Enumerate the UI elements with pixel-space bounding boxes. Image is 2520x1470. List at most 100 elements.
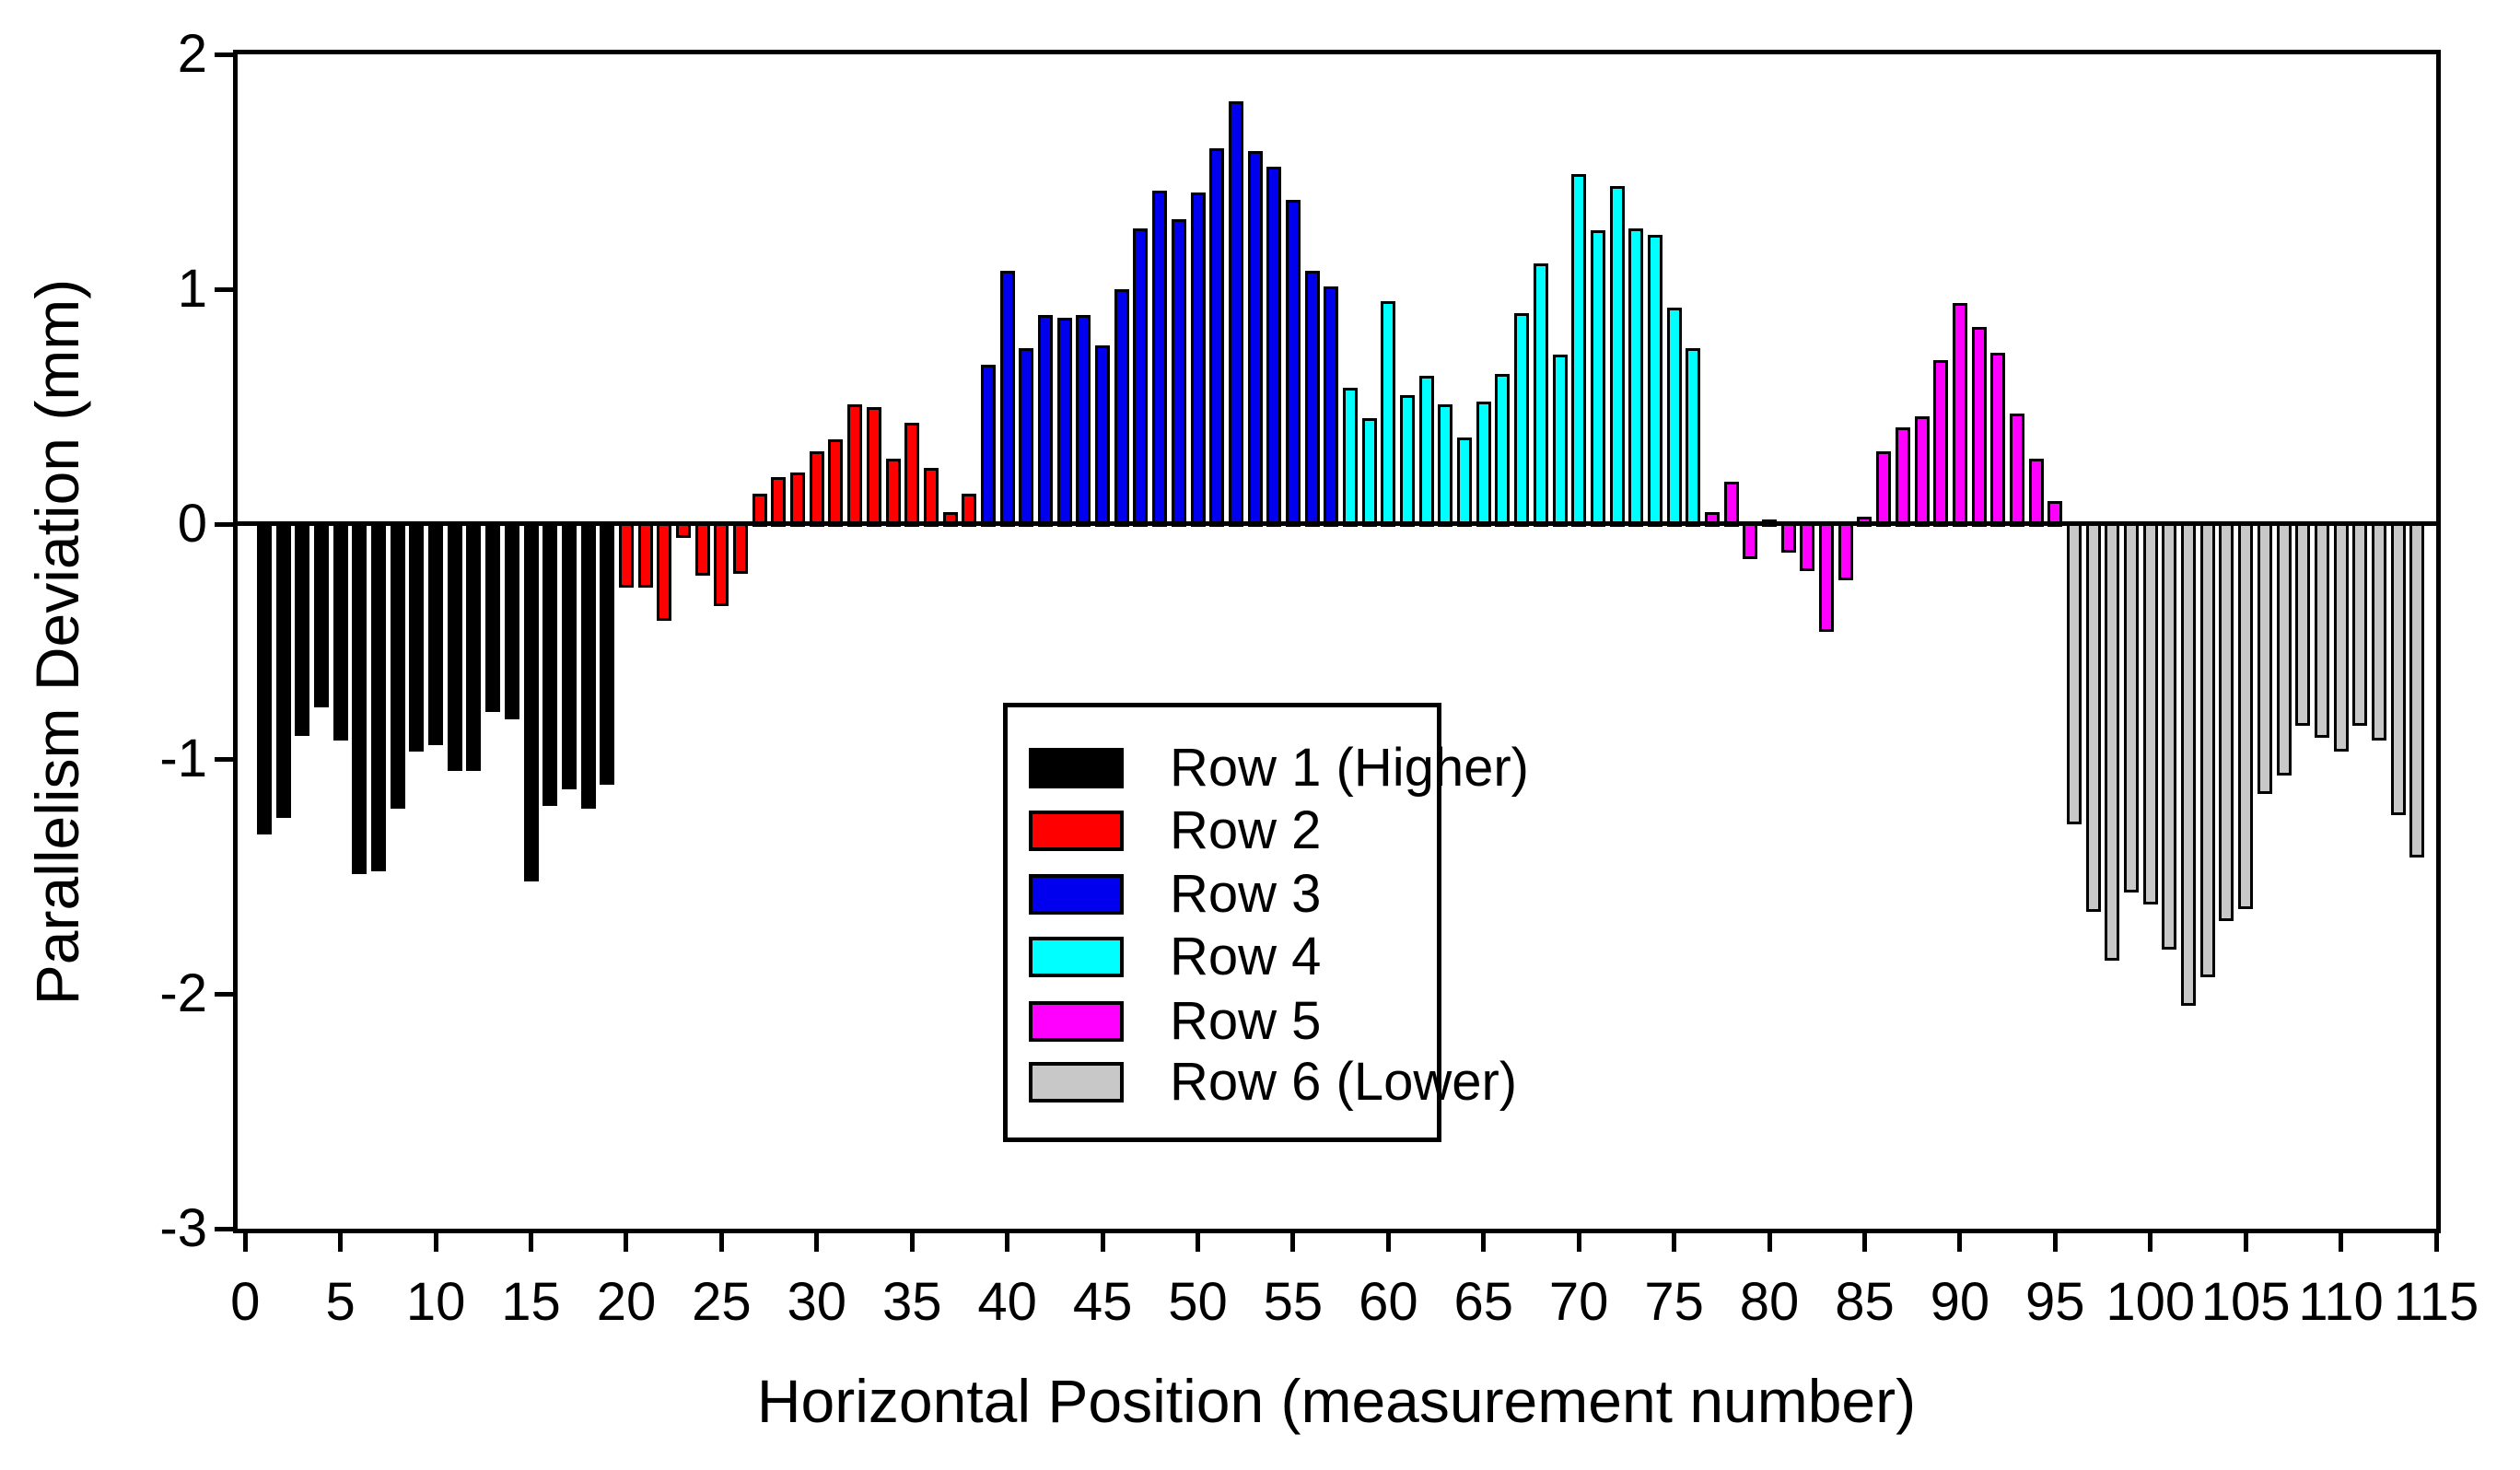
bar-row2-pos22 [657, 521, 672, 621]
x-tick-label-50: 50 [1168, 1272, 1228, 1332]
bar-row1-pos13 [485, 521, 501, 712]
legend-swatch-row3 [1029, 874, 1124, 915]
legend-entry-row5: Row 5 [1029, 995, 1321, 1048]
bar-row2-pos20 [618, 521, 634, 588]
x-tick-5 [338, 1233, 344, 1252]
bar-row1-pos17 [561, 521, 577, 790]
x-tick-55 [1290, 1233, 1296, 1252]
x-tick-label-105: 105 [2200, 1272, 2291, 1332]
bar-row4-pos74 [1647, 235, 1662, 527]
bar-row6-pos99 [2124, 521, 2140, 893]
bar-row5-pos88 [1914, 415, 1930, 527]
bar-row4-pos71 [1590, 230, 1605, 527]
bar-row6-pos105 [2238, 521, 2254, 910]
plot-area [238, 54, 2436, 1229]
x-tick-label-0: 0 [230, 1272, 261, 1332]
x-tick-30 [814, 1233, 820, 1252]
x-tick-label-85: 85 [1835, 1272, 1895, 1332]
bar-row3-pos40 [999, 270, 1015, 527]
y-tick--1 [215, 756, 233, 762]
bar-row4-pos66 [1495, 373, 1511, 527]
bar-row3-pos56 [1304, 270, 1320, 527]
bar-row2-pos34 [885, 458, 901, 527]
bar-row5-pos79 [1743, 521, 1758, 560]
legend-entry-row3: Row 3 [1029, 868, 1321, 921]
bar-row1-pos11 [447, 521, 462, 771]
x-tick-70 [1576, 1233, 1581, 1252]
y-tick-label--1: -1 [159, 729, 207, 788]
bar-row5-pos84 [1838, 521, 1853, 581]
bar-row1-pos18 [580, 521, 596, 809]
x-tick-75 [1672, 1233, 1677, 1252]
bar-row4-pos58 [1342, 388, 1358, 527]
bar-row5-pos94 [2028, 458, 2044, 527]
bar-row3-pos41 [1019, 347, 1034, 527]
bar-row4-pos73 [1628, 228, 1644, 527]
y-tick-label--2: -2 [159, 963, 207, 1023]
x-tick-0 [242, 1233, 248, 1252]
bar-row1-pos19 [600, 521, 615, 786]
bar-row5-pos90 [1952, 303, 1967, 527]
legend-swatch-row6 [1029, 1062, 1124, 1102]
bar-row4-pos64 [1457, 437, 1473, 527]
bar-row6-pos102 [2181, 521, 2197, 1006]
x-tick-label-5: 5 [325, 1272, 356, 1332]
bar-row2-pos35 [904, 423, 920, 527]
bar-row5-pos78 [1723, 482, 1739, 527]
bar-row6-pos110 [2333, 521, 2349, 752]
bar-row1-pos15 [523, 521, 539, 881]
bar-row5-pos89 [1933, 359, 1949, 527]
bar-row4-pos61 [1400, 394, 1416, 527]
x-tick-15 [529, 1233, 534, 1252]
bar-row5-pos82 [1800, 521, 1815, 571]
y-tick--2 [215, 991, 233, 997]
bar-row2-pos32 [847, 403, 863, 527]
zero-baseline [238, 521, 2436, 526]
bar-row3-pos49 [1171, 218, 1186, 527]
bar-row3-pos48 [1152, 190, 1168, 527]
x-tick-label-65: 65 [1453, 1272, 1514, 1332]
bar-row3-pos54 [1266, 167, 1282, 527]
legend-swatch-row1 [1029, 748, 1124, 788]
x-tick-90 [1957, 1233, 1963, 1252]
bar-row3-pos44 [1076, 315, 1091, 527]
bar-row1-pos2 [275, 521, 291, 818]
x-tick-label-95: 95 [2025, 1272, 2085, 1332]
bar-row6-pos96 [2066, 521, 2082, 825]
bar-row3-pos57 [1324, 286, 1339, 527]
bar-row6-pos104 [2219, 521, 2234, 921]
bar-row6-pos109 [2314, 521, 2329, 739]
legend-label-row5: Row 5 [1170, 991, 1322, 1051]
bar-row4-pos69 [1552, 355, 1568, 527]
bar-row3-pos47 [1133, 228, 1149, 527]
x-tick-label-20: 20 [596, 1272, 657, 1332]
y-tick-0 [215, 521, 233, 527]
x-tick-label-60: 60 [1359, 1272, 1418, 1332]
x-tick-45 [1100, 1233, 1105, 1252]
x-tick-label-115: 115 [2393, 1272, 2479, 1332]
x-tick-50 [1196, 1233, 1200, 1252]
x-tick-label-80: 80 [1739, 1272, 1800, 1332]
bar-row5-pos83 [1819, 521, 1835, 633]
bar-row3-pos45 [1095, 345, 1111, 527]
legend-entry-row1: Row 1 (Higher) [1029, 741, 1529, 795]
bar-row4-pos63 [1438, 403, 1453, 527]
x-tick-label-70: 70 [1548, 1272, 1609, 1332]
bar-row2-pos21 [637, 521, 653, 588]
bar-row4-pos68 [1533, 262, 1548, 527]
bar-row6-pos112 [2371, 521, 2386, 741]
legend-label-row4: Row 4 [1170, 927, 1322, 986]
bar-row6-pos98 [2105, 521, 2120, 962]
x-tick-label-10: 10 [405, 1272, 466, 1332]
y-axis-title: Parallelism Deviation (mm) [23, 278, 91, 1006]
bar-row5-pos87 [1895, 427, 1910, 527]
y-tick--3 [215, 1226, 233, 1231]
bar-row3-pos43 [1056, 317, 1072, 527]
bar-row4-pos70 [1571, 174, 1587, 527]
legend-label-row1: Row 1 (Higher) [1170, 738, 1529, 798]
bar-row4-pos60 [1381, 300, 1396, 527]
x-tick-label-30: 30 [787, 1272, 847, 1332]
bar-row1-pos4 [314, 521, 329, 707]
bar-row4-pos76 [1686, 347, 1701, 527]
